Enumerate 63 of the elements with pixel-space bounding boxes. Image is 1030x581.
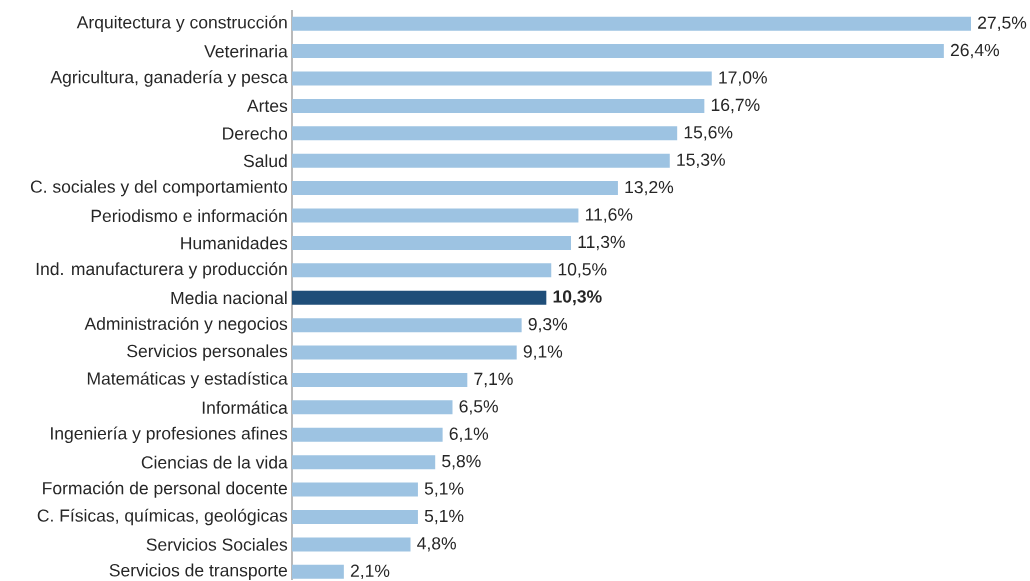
y-tick-label: Ciencias de la vida xyxy=(141,455,288,469)
data-label: 11,6% xyxy=(585,208,633,223)
data-label: 10,5% xyxy=(558,263,607,278)
y-tick-label: Salud xyxy=(243,154,287,168)
data-label: 6,5% xyxy=(459,400,498,415)
bar xyxy=(292,509,418,524)
bar xyxy=(292,44,944,59)
y-tick-label: Informática xyxy=(202,400,288,414)
y-tick-label: C. sociales y del comportamiento xyxy=(30,179,288,197)
y-tick-label: Derecho xyxy=(223,126,288,140)
data-label: 15,3% xyxy=(677,153,725,168)
bar xyxy=(292,126,678,141)
data-label: 15,6% xyxy=(684,126,733,141)
y-tick-label: Administración y negocios xyxy=(84,316,288,334)
y-tick-label: Ind. manufacturera y producción xyxy=(36,262,287,279)
y-tick-label: C. Físicas, químicas, geológicas xyxy=(37,508,288,526)
y-tick-label: Media nacional xyxy=(171,291,287,305)
bar xyxy=(292,537,411,552)
data-label: 13,2% xyxy=(625,180,674,196)
bar xyxy=(292,427,443,442)
data-label: 5,8% xyxy=(442,454,481,470)
bar xyxy=(292,71,712,86)
y-tick-label: Servicios Sociales xyxy=(146,537,288,551)
y-tick-label: Arquitectura y construcción xyxy=(76,15,287,32)
data-label: 4,8% xyxy=(417,537,456,552)
bar xyxy=(292,400,453,415)
y-tick-label: Humanidades xyxy=(181,236,288,250)
bar xyxy=(292,98,705,113)
bar xyxy=(292,482,418,497)
bar xyxy=(292,290,547,305)
data-label: 11,3% xyxy=(578,235,625,251)
data-label: 7,1% xyxy=(474,372,513,388)
y-tick-label: Formación de personal docente xyxy=(43,481,287,498)
data-label: 9,3% xyxy=(528,317,568,333)
data-label: 5,1% xyxy=(424,509,464,525)
bar xyxy=(292,181,618,196)
y-tick-label: Artes xyxy=(246,99,288,113)
bar xyxy=(292,318,522,333)
y-tick-label: Veterinaria xyxy=(204,44,288,58)
data-label: 16,7% xyxy=(711,98,760,114)
data-label: 27,5% xyxy=(978,16,1027,31)
bar xyxy=(292,455,436,470)
y-tick-label: Servicios de transporte xyxy=(109,563,287,580)
data-label: 9,1% xyxy=(523,345,563,360)
bar xyxy=(292,372,468,387)
data-label: 10,3% xyxy=(553,290,602,306)
data-label: 6,1% xyxy=(449,427,489,442)
data-label: 17,0% xyxy=(719,71,767,86)
data-label: 2,1% xyxy=(350,564,390,579)
bar xyxy=(292,208,579,223)
y-tick-label: Periodismo e información xyxy=(91,208,287,223)
y-tick-label: Ingeniería y profesiones afines xyxy=(51,426,288,444)
bar xyxy=(292,16,972,31)
bar xyxy=(292,235,572,250)
bar xyxy=(292,345,517,360)
y-tick-label: Servicios personales xyxy=(127,344,288,361)
bar xyxy=(292,564,344,579)
bar xyxy=(292,153,670,168)
bar xyxy=(292,263,552,278)
y-tick-label: Agricultura, ganadería y pesca xyxy=(50,70,288,87)
data-label: 26,4% xyxy=(950,43,1000,59)
y-tick-label: Matemáticas y estadística xyxy=(87,371,288,389)
data-label: 5,1% xyxy=(424,482,464,497)
